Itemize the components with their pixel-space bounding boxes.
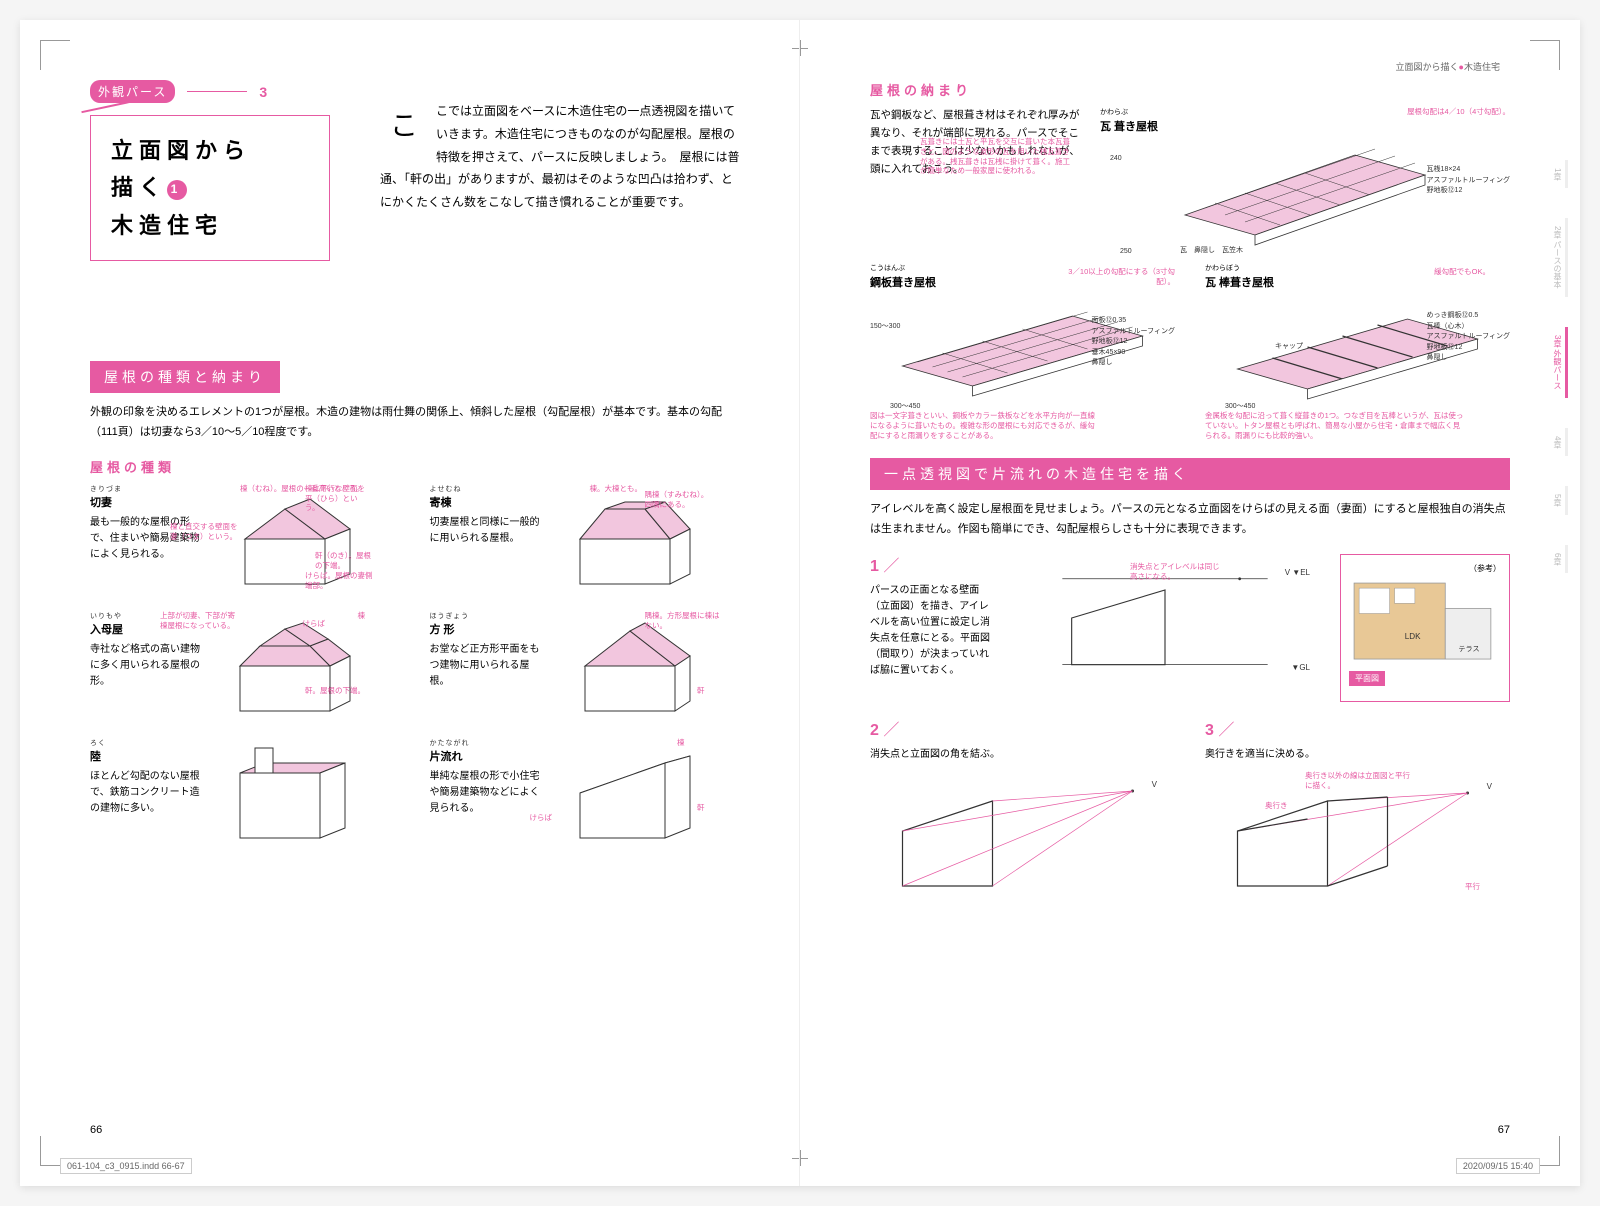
step-3-figure: 奥行き以外の線は立面図と平行に描く。 V 奥行き 平行 — [1205, 771, 1510, 911]
tab-ch3: 3章 外観パース — [1548, 327, 1568, 398]
tab-ch6: 6章 — [1548, 545, 1568, 573]
page-left: 外観パース 3 立面図から 描く1 木造住宅 こ こでは立面図をベースに木造住宅… — [20, 20, 800, 1186]
page-title: 立面図から 描く1 木造住宅 — [111, 132, 309, 244]
step-2-figure: V — [870, 771, 1175, 911]
roof-item-roku: ろく陸 ほとんど勾配のない屋根で、鉄筋コンクリート造の建物に多い。 — [90, 738, 390, 853]
step-1-num: 1 — [870, 554, 990, 580]
section-1-body: 外観の印象を決めるエレメントの1つが屋根。木造の建物は雨仕舞の関係上、傾斜した屋… — [90, 403, 729, 443]
step-3: 3 奥行きを適当に決める。 — [1205, 718, 1510, 912]
svg-text:テラス: テラス — [1458, 645, 1479, 653]
detail-figure-kohan: 面板⑫0.35 アスファルトルーフィング 野地板⑫12 垂木45×90 鼻隠し … — [870, 291, 1175, 411]
chapter-tabs: 1章 2章 パースの基本 3章 外観パース 4章 5章 6章 — [1548, 160, 1568, 573]
step-2-num: 2 — [870, 718, 1175, 744]
title-box: 立面図から 描く1 木造住宅 — [90, 115, 330, 261]
roof-figure-roku — [210, 738, 365, 853]
detail-kohan: こうはんぶ鋼板葺き屋根 3／10以上の勾配にする（3寸勾配）。 — [870, 263, 1175, 440]
tab-ch4: 4章 — [1548, 428, 1568, 456]
drop-cap: こ — [380, 104, 428, 148]
subheading-roof-detail: 屋根の納まり — [870, 80, 1510, 99]
detail-kawarabo: かわらぼう瓦 棒葺き屋根 緩勾配でもOK。 めっき鋼板⑫0.5 瓦棒（心木） — [1205, 263, 1510, 440]
subheading-roof-types: 屋根の種類 — [90, 457, 729, 476]
roof-item-kirizuma: きりづま切妻 最も一般的な屋根の形で、住まいや簡易建築物によく見られる。 棟（む… — [90, 484, 390, 599]
detail-figure-kawarabo: めっき鋼板⑫0.5 瓦棒（心木） アスファルトルーフィング 野地板⑫12 鼻隠し… — [1205, 291, 1510, 411]
tab-ch2: 2章 パースの基本 — [1548, 218, 1568, 297]
book-spread: 外観パース 3 立面図から 描く1 木造住宅 こ こでは立面図をベースに木造住宅… — [20, 20, 1580, 1186]
roof-item-irimoya: いりもや入母屋 寺社など格式の高い建物に多く用いられる屋根の形。 上部が切妻、下… — [90, 611, 390, 726]
step-3-num: 3 — [1205, 718, 1510, 744]
section-banner-2: 一点透視図で片流れの木造住宅を描く — [870, 458, 1510, 490]
tab-ch5: 5章 — [1548, 486, 1568, 514]
section-number: 3 — [259, 84, 267, 100]
plan-label: 平面図 — [1349, 671, 1385, 686]
roof-figure-irimoya: 上部が切妻、下部が寄棟屋根になっている。 けらば 棟 軒。屋根の下端。 — [210, 611, 365, 726]
step-1-figure: 消失点とアイレベルは同じ高さになる。 V ▼EL ▼GL — [1010, 562, 1320, 702]
roof-figure-hogyo: 隅棟。方形屋根に棟はない。 軒 — [550, 611, 705, 726]
roof-detail-grid: こうはんぶ鋼板葺き屋根 3／10以上の勾配にする（3寸勾配）。 — [870, 263, 1510, 440]
page-right: 立面図から描く●木造住宅 屋根の納まり 瓦や鋼板など、屋根葺き材はそれぞれ厚みが… — [800, 20, 1580, 1186]
roof-item-hogyo: ほうぎょう方 形 お堂など正方形平面をもつ建物に用いられる屋根。 隅棟。方形屋根… — [430, 611, 730, 726]
roof-types-grid: きりづま切妻 最も一般的な屋根の形で、住まいや簡易建築物によく見られる。 棟（む… — [90, 484, 729, 853]
section-banner-1: 屋根の種類と納まり — [90, 361, 280, 393]
roof-figure-katanagare: 棟 けらば 軒 — [550, 738, 705, 853]
category-badge: 外観パース — [90, 80, 175, 103]
roof-figure-kirizuma: 棟（むね）。屋根の一番高いところ。 棟に平行な壁面を平（ひら）という。 棟と直交… — [210, 484, 365, 599]
title-number-circle: 1 — [167, 180, 187, 200]
svg-text:LDK: LDK — [1405, 632, 1421, 641]
tab-ch1: 1章 — [1548, 160, 1568, 188]
footer-timestamp: 2020/09/15 15:40 — [1456, 1158, 1540, 1174]
steps-row-2: 2 消失点と立面図の角を結ぶ。 V — [870, 718, 1510, 912]
page-number-right: 67 — [1498, 1124, 1510, 1136]
intro-paragraph: こ こでは立面図をベースに木造住宅の一点透視図を描いていきます。木造住宅につきも… — [380, 100, 740, 214]
detail-figure-kawara: 瓦桟18×24 アスファルトルーフィング 野地板⑫12 240 250 瓦 鼻隠… — [1100, 135, 1510, 255]
footer-file-info: 061-104_c3_0915.indd 66-67 — [60, 1158, 192, 1174]
step-1: 1 パースの正面となる壁面（立面図）を描き、アイレベルを高い位置に設定し消失点を… — [870, 554, 990, 702]
roof-item-katanagare: かたながれ片流れ 単純な屋根の形で小住宅や簡易建築物などによく見られる。 棟 け… — [430, 738, 730, 853]
roof-figure-yosemune: 棟。大棟とも。 隅棟（すみむね）。四隅にある。 — [550, 484, 705, 599]
step-2: 2 消失点と立面図の角を結ぶ。 V — [870, 718, 1175, 912]
roof-detail-intro: 瓦や鋼板など、屋根葺き材はそれぞれ厚みが異なり、それが端部に現れる。パースでそこ… — [870, 107, 1080, 255]
section-2-body: アイレベルを高く設定し屋根面を見せましょう。パースの元となる立面図をけらばの見え… — [870, 500, 1510, 540]
page-number-left: 66 — [90, 1124, 102, 1136]
running-head: 立面図から描く●木造住宅 — [1396, 60, 1500, 73]
detail-kawara: かわらぶ瓦 葺き屋根 屋根勾配は4／10（4寸勾配）。 — [1100, 107, 1510, 255]
roof-item-yosemune: よせむね寄棟 切妻屋根と同様に一般的に用いられる屋根。 棟。大棟とも。 隅棟（す… — [430, 484, 730, 599]
reference-plan-box: （参考） LDK テラス 平面図 — [1340, 554, 1510, 702]
